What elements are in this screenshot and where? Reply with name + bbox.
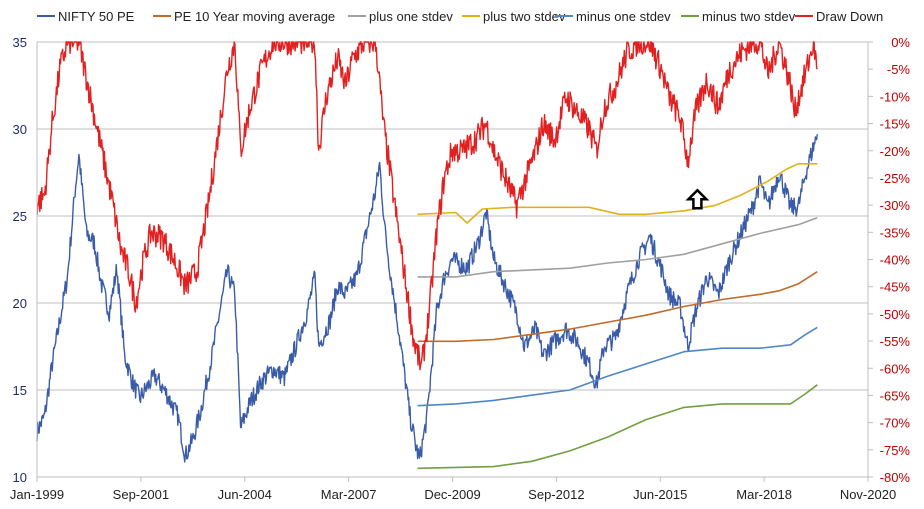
y-left-tick-label: 15 <box>13 383 27 398</box>
y-right-tick-label: -15% <box>880 117 911 132</box>
y-right-tick-label: -5% <box>887 62 911 77</box>
x-tick-label: Nov-2020 <box>840 487 896 502</box>
y-left-tick-label: 35 <box>13 35 27 50</box>
y-left-tick-label: 10 <box>13 470 27 485</box>
y-right-tick-label: -45% <box>880 280 911 295</box>
x-tick-label: Jun-2004 <box>218 487 272 502</box>
legend: NIFTY 50 PE PE 10 Year moving average plus… <box>37 9 883 24</box>
y-right-tick-label: -80% <box>880 470 911 485</box>
series-line-7 <box>36 41 818 371</box>
series-line-5 <box>417 326 818 407</box>
y-right-tick-label: -65% <box>880 388 911 403</box>
y-right-tick-label: -10% <box>880 89 911 104</box>
series-line-6 <box>417 384 818 470</box>
axes: 10 15 20 25 30 35 0% -5% -10% -15% -20% -25% -30% -35… <box>10 35 911 502</box>
legend-label: minus two stdev <box>702 9 796 24</box>
y-left-tick-label: 25 <box>13 209 27 224</box>
y-right-tick-label: -30% <box>880 198 911 213</box>
legend-label: PE 10 Year moving average <box>174 9 335 24</box>
series-line-2 <box>417 271 818 343</box>
up-arrow-icon <box>685 188 710 210</box>
legend-label: Draw Down <box>816 9 883 24</box>
y-right-tick-label: -55% <box>880 334 911 349</box>
y-right-tick-label: -70% <box>880 416 911 431</box>
x-tick-label: Dec-2009 <box>424 487 480 502</box>
y-right-tick-label: -40% <box>880 253 911 268</box>
legend-label: NIFTY 50 PE <box>58 9 135 24</box>
y-right-tick-label: -60% <box>880 361 911 376</box>
annotations <box>685 188 710 210</box>
y-right-tick-label: -50% <box>880 307 911 322</box>
y-right-tick-label: 0% <box>891 35 910 50</box>
y-right-tick-label: -20% <box>880 144 911 159</box>
legend-label: plus one stdev <box>369 9 453 24</box>
legend-label: minus one stdev <box>576 9 671 24</box>
series-line-4 <box>417 163 818 224</box>
y-left-tick-label: 30 <box>13 122 27 137</box>
x-tick-label: Sep-2001 <box>113 487 169 502</box>
y-right-tick-label: -35% <box>880 225 911 240</box>
y-left-tick-label: 20 <box>13 296 27 311</box>
y-right-tick-label: -75% <box>880 443 911 458</box>
x-tick-label: Mar-2018 <box>736 487 792 502</box>
legend-label: plus two stdev <box>483 9 566 24</box>
x-tick-label: Mar-2007 <box>321 487 377 502</box>
series-line-3 <box>417 216 818 278</box>
y-right-tick-label: -25% <box>880 171 911 186</box>
series-layer <box>36 41 818 470</box>
x-tick-label: Sep-2012 <box>528 487 584 502</box>
series-line-1 <box>36 134 818 463</box>
x-tick-label: Jan-1999 <box>10 487 64 502</box>
x-tick-label: Jun-2015 <box>633 487 687 502</box>
